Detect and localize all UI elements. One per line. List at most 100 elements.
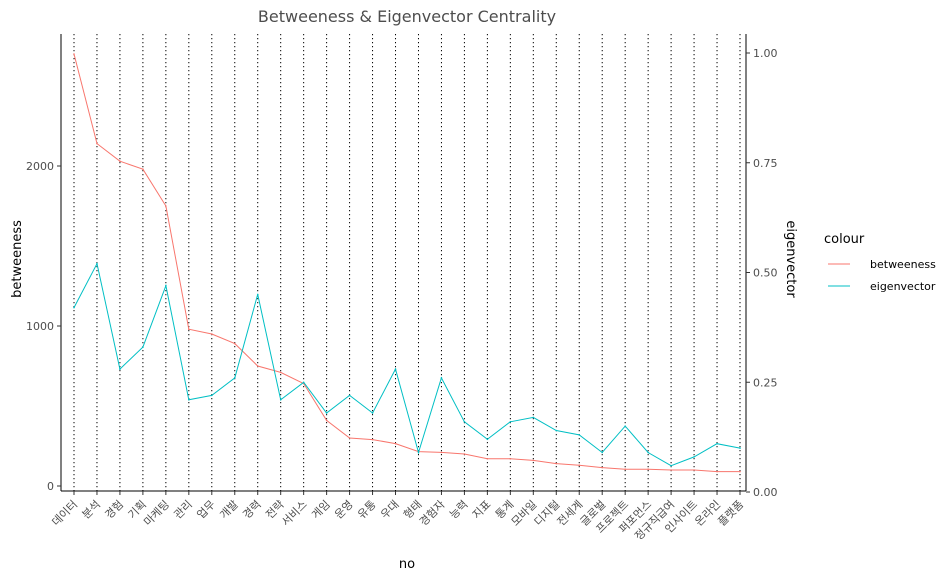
data-point-eigenvector [509,420,512,423]
data-point-betweeness [463,453,466,455]
data-point-eigenvector [555,429,558,432]
legend-title: colour [824,232,865,247]
data-point-eigenvector [440,377,443,379]
data-point-eigenvector [325,412,328,414]
x-tick-label: 데이터 [49,498,80,529]
data-point-eigenvector [142,346,144,348]
data-point-eigenvector [256,293,259,296]
data-point-betweeness [716,470,718,473]
x-tick-label: 운영 [332,498,356,522]
data-point-eigenvector [302,381,305,384]
x-tick-label: 능력 [447,498,471,522]
data-point-betweeness [96,142,98,145]
data-point-eigenvector [486,438,489,441]
x-tick-label: 경력 [240,498,264,522]
data-point-eigenvector [188,399,190,401]
data-point-betweeness [486,458,489,460]
data-point-betweeness [555,462,558,465]
x-tick-label: 서비스 [279,498,310,529]
data-point-betweeness [440,451,443,454]
y2-tick-label: 0.75 [753,157,778,170]
data-point-betweeness [394,442,397,445]
data-point-betweeness [119,160,121,162]
x-tick-label: 관리 [171,498,195,522]
y-axis-title: betweeness [10,220,25,298]
y2-tick-label: 0.25 [753,376,778,389]
data-point-eigenvector [670,464,672,467]
legend-label-betweeness: betweeness [870,258,936,271]
data-point-eigenvector [417,451,420,454]
x-tick-label: 업무 [194,498,218,522]
x-tick-label: 디지털 [532,498,563,529]
data-point-betweeness [233,342,236,345]
data-point-betweeness [739,470,741,473]
x-tick-label: 경험 [103,498,127,522]
x-tick-label: 플랫폼 [715,498,746,529]
data-point-betweeness [325,419,328,422]
data-point-betweeness [693,469,695,471]
data-point-betweeness [532,459,535,462]
data-point-eigenvector [601,451,604,454]
data-point-betweeness [647,468,649,471]
y-tick-label: 0 [47,480,54,493]
y2-axis-title: eigenvector [783,220,798,298]
y-tick-label: 1000 [26,320,54,333]
data-point-betweeness [256,365,259,367]
data-point-betweeness [670,469,672,471]
data-point-betweeness [624,468,626,471]
data-point-eigenvector [371,412,374,414]
data-point-betweeness [601,466,604,469]
x-tick-label: 온라인 [692,498,723,529]
x-tick-label: 지표 [470,498,494,522]
x-tick-label: 마케팅 [141,498,172,529]
data-point-betweeness [578,464,581,467]
x-tick-label: 전세계 [555,498,586,529]
data-point-betweeness [188,328,190,331]
data-point-betweeness [348,437,351,439]
data-point-betweeness [509,458,512,460]
x-axis-title: no [399,557,415,572]
data-point-eigenvector [210,394,213,397]
x-tick-label: 경험자 [417,498,448,529]
gridlines [73,34,741,491]
data-point-eigenvector [73,306,75,309]
data-point-eigenvector [165,284,167,287]
series-line-betweeness [73,53,740,473]
y2-tick-label: 1.00 [753,47,778,60]
x-tick-label: 유통 [355,498,379,522]
legend: colour betweeness eigenvector [824,232,936,293]
data-point-eigenvector [279,399,282,401]
data-point-betweeness [165,205,167,207]
data-point-betweeness [279,371,282,374]
data-point-eigenvector [739,447,741,449]
y2-tick-label: 0.00 [753,486,778,499]
x-tick-label: 개발 [217,498,241,522]
x-tick-label: 분석 [80,498,104,522]
data-point-eigenvector [119,368,121,370]
data-point-eigenvector [348,394,351,397]
x-tick-label: 모바일 [508,497,539,528]
data-point-eigenvector [233,377,236,379]
y-tick-label: 2000 [26,160,54,173]
data-point-eigenvector [394,368,397,370]
legend-label-eigenvector: eigenvector [870,280,936,293]
data-point-betweeness [210,333,213,335]
data-point-eigenvector [96,262,98,265]
data-point-eigenvector [716,442,718,445]
series-line-eigenvector [73,262,741,467]
chart-title: Betweeness & Eigenvector Centrality [258,7,556,26]
data-point-betweeness [73,53,75,55]
data-point-eigenvector [693,456,695,458]
data-point-eigenvector [532,416,535,419]
y2-tick-label: 0.50 [753,267,778,280]
series-lines [73,53,741,473]
data-point-eigenvector [624,425,626,427]
data-point-eigenvector [578,434,581,436]
x-tick-label: 우대 [378,498,402,522]
data-point-eigenvector [647,451,649,454]
x-tick-label: 게임 [309,498,333,522]
data-point-betweeness [371,438,374,441]
